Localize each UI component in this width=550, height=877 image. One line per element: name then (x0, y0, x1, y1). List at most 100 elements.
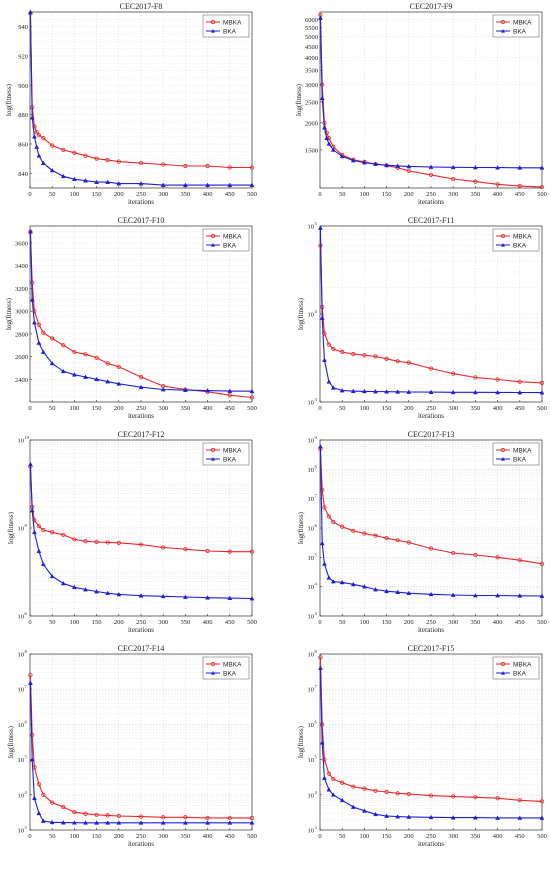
chart-title: CEC2017-F15 (408, 644, 455, 653)
data-point (83, 820, 88, 825)
data-point (227, 182, 233, 187)
data-point (116, 159, 121, 164)
legend-marker (501, 457, 505, 461)
data-point (72, 150, 77, 155)
data-point (71, 372, 77, 377)
legend-marker (501, 243, 505, 247)
data-point (495, 182, 500, 187)
data-point (60, 820, 66, 825)
legend-marker (500, 447, 506, 453)
y-tick-exponent: 6 (25, 611, 28, 616)
data-point (205, 548, 210, 554)
data-point (227, 815, 232, 821)
x-tick-label: 250 (136, 191, 146, 198)
data-point (105, 158, 110, 163)
x-tick-label: 450 (515, 833, 525, 840)
series-bka (28, 9, 255, 187)
series-line (319, 446, 543, 597)
x-tick-label: 400 (493, 405, 503, 412)
x-tick-label: 200 (114, 191, 124, 198)
x-tick-label: 150 (382, 619, 392, 626)
data-point (32, 309, 37, 314)
data-point (330, 147, 336, 152)
data-point (451, 794, 456, 799)
data-point (49, 573, 55, 579)
data-point (116, 540, 121, 545)
chart-title: CEC2017-F13 (408, 430, 455, 439)
data-point (105, 179, 111, 184)
legend-marker (500, 661, 506, 667)
data-point (373, 586, 378, 592)
legend: MBKA BKA (202, 14, 250, 38)
x-axis-label: iterations (128, 412, 154, 420)
data-point (41, 136, 46, 141)
legend-marker (501, 29, 505, 33)
data-point (451, 176, 456, 182)
data-point (326, 342, 331, 347)
legend: MBKA BKA (202, 228, 250, 252)
x-tick-label: 0 (318, 405, 321, 412)
x-tick-label: 500 (537, 405, 547, 412)
series-bka (318, 443, 545, 598)
y-tick-label: 2000 (305, 120, 318, 127)
data-point (138, 181, 144, 186)
data-point (318, 655, 323, 660)
y-tick-label: 10 (308, 438, 315, 445)
data-point (326, 771, 331, 776)
data-point (339, 153, 345, 159)
x-tick-label: 250 (426, 405, 436, 412)
data-point (395, 389, 401, 394)
data-point (29, 297, 35, 302)
chart-title: CEC2017-F8 (120, 2, 163, 11)
legend-marker (211, 457, 215, 461)
y-axis-label: log(fitness) (297, 297, 305, 330)
y-tick-label: 3200 (15, 286, 28, 293)
y-tick-exponent: 3 (315, 611, 318, 616)
data-point (94, 539, 99, 545)
y-axis-label: log(fitness) (5, 297, 13, 330)
y-tick-exponent: 4 (25, 790, 28, 795)
y-tick-label: 10 (308, 757, 315, 764)
data-point (319, 540, 325, 546)
data-point (94, 156, 99, 161)
data-point (406, 540, 411, 545)
y-tick-label: 940 (18, 24, 28, 31)
legend: MBKA BKA (492, 14, 540, 38)
data-point (227, 820, 233, 825)
x-tick-label: 400 (203, 833, 213, 840)
y-tick-exponent: 3 (315, 825, 318, 830)
x-tick-label: 300 (158, 191, 168, 198)
y-tick-exponent: 5 (315, 755, 318, 760)
data-point (373, 533, 378, 538)
data-point (32, 134, 37, 139)
x-tick-label: 350 (181, 833, 191, 840)
x-tick-label: 250 (136, 619, 146, 626)
data-point (249, 165, 255, 170)
data-point (50, 143, 55, 148)
x-tick-label: 100 (70, 833, 80, 840)
data-point (517, 184, 522, 189)
x-tick-label: 200 (114, 619, 124, 626)
data-point (72, 810, 77, 815)
data-point (182, 820, 188, 825)
data-point (384, 789, 389, 795)
data-point (495, 815, 501, 820)
x-tick-label: 50 (339, 191, 346, 198)
data-point (495, 796, 500, 801)
legend-marker (210, 19, 216, 25)
data-point (395, 538, 400, 543)
data-point (406, 163, 412, 169)
data-point (94, 812, 99, 817)
x-tick-label: 50 (49, 405, 56, 412)
legend-label: MBKA (513, 447, 532, 454)
y-tick-label: 2400 (15, 377, 28, 384)
data-point (28, 9, 33, 14)
y-tick-exponent: 9 (315, 435, 318, 440)
y-axis-label: log(fitness) (7, 725, 15, 758)
data-point (94, 376, 100, 382)
data-point (61, 532, 66, 537)
series-line (29, 464, 253, 600)
legend-label: MBKA (513, 19, 532, 26)
x-tick-label: 450 (515, 191, 525, 198)
